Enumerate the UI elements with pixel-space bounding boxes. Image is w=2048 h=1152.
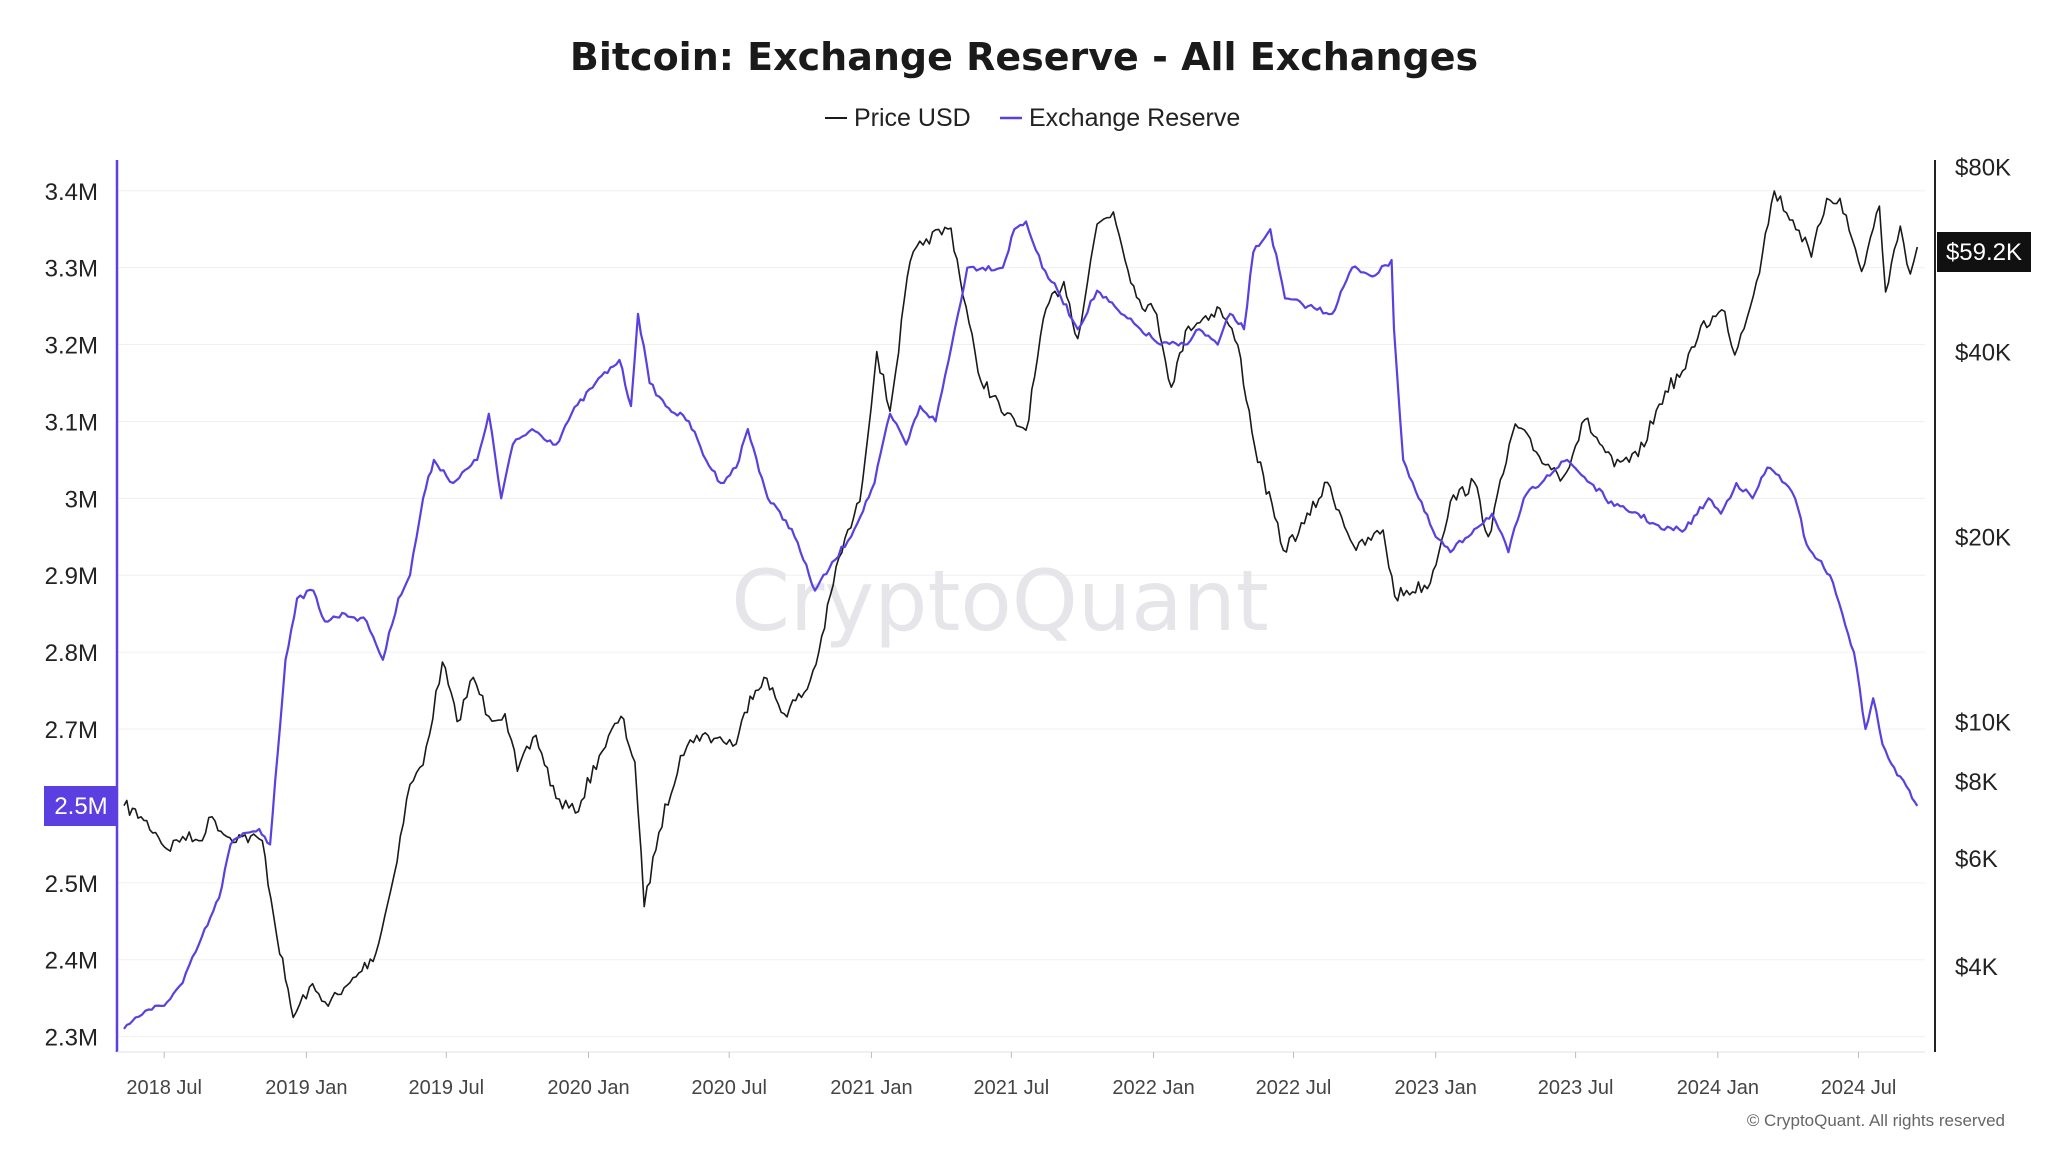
legend-label-price: Price USD xyxy=(854,104,971,132)
legend: Price USD Exchange Reserve xyxy=(825,104,1240,132)
y-left-tick-label: 3.4M xyxy=(45,179,98,206)
x-axis-ticks: 2018 Jul 2019 Jan 2019 Jul 2020 Jan 2020 Jul… xyxy=(126,1052,1896,1099)
series-line-exchange-reserve xyxy=(123,220,1919,1030)
chart-title: Bitcoin: Exchange Reserve - All Exchange… xyxy=(570,35,1478,79)
x-tick-label: 2024 Jul xyxy=(1821,1077,1897,1099)
x-tick-label: 2023 Jan xyxy=(1395,1077,1477,1099)
y-right-tick-label: $40K xyxy=(1955,340,2011,367)
y-left-tick-label: 2.9M xyxy=(45,563,98,590)
y-left-tick-label: 3.3M xyxy=(45,256,98,283)
current-reserve-badge-bg xyxy=(44,786,117,826)
y-left-tick-label: 2.7M xyxy=(45,717,98,744)
x-tick-label: 2019 Jan xyxy=(265,1077,347,1099)
y-right-tick-label: $8K xyxy=(1955,769,1998,796)
y-right-tick-label: $10K xyxy=(1955,710,2011,737)
y-left-tick-label: 3.1M xyxy=(45,409,98,436)
y-left-tick-label: 3.2M xyxy=(45,333,98,360)
x-tick-label: 2019 Jul xyxy=(408,1077,484,1099)
y-left-tick-label: 2.3M xyxy=(45,1025,98,1052)
y-right-tick-label: $6K xyxy=(1955,846,1998,873)
gridlines xyxy=(117,190,1925,1038)
watermark: CryptoQuant xyxy=(731,552,1269,650)
y-axis-right-ticks: $80K $40K $20K $10K $8K $6K $4K xyxy=(1955,155,2011,982)
y-left-tick-label: 2.5M xyxy=(45,871,98,898)
y-left-tick-label: 2.4M xyxy=(45,948,98,975)
x-tick-label: 2024 Jan xyxy=(1677,1077,1759,1099)
x-tick-label: 2021 Jan xyxy=(830,1077,912,1099)
x-tick-label: 2018 Jul xyxy=(126,1077,202,1099)
x-tick-label: 2021 Jul xyxy=(974,1077,1050,1099)
current-price-badge-bg xyxy=(1937,232,2031,272)
current-price-badge: $59.2K xyxy=(1937,232,2031,272)
x-tick-label: 2020 Jul xyxy=(691,1077,767,1099)
y-right-tick-label: $20K xyxy=(1955,525,2011,552)
y-right-tick-label: $4K xyxy=(1955,954,1998,981)
current-reserve-badge: 2.5M xyxy=(44,786,117,826)
x-tick-label: 2022 Jan xyxy=(1112,1077,1194,1099)
y-left-tick-label: 3M xyxy=(65,486,98,513)
current-reserve-label: 2.5M xyxy=(54,793,107,820)
series-line-price-usd xyxy=(123,190,1919,1019)
legend-label-reserve: Exchange Reserve xyxy=(1029,104,1240,132)
x-tick-label: 2020 Jan xyxy=(547,1077,629,1099)
y-axis-left-ticks: 3.4M 3.3M 3.2M 3.1M 3M 2.9M 2.8M 2.7M 2.5M 2.4M 2.… xyxy=(45,179,98,1052)
copyright-text: © CryptoQuant. All rights reserved xyxy=(1747,1111,2005,1130)
current-price-label: $59.2K xyxy=(1946,239,2022,266)
x-tick-label: 2022 Jul xyxy=(1256,1077,1332,1099)
x-tick-label: 2023 Jul xyxy=(1538,1077,1614,1099)
y-right-tick-label: $80K xyxy=(1955,155,2011,182)
y-left-tick-label: 2.8M xyxy=(45,640,98,667)
